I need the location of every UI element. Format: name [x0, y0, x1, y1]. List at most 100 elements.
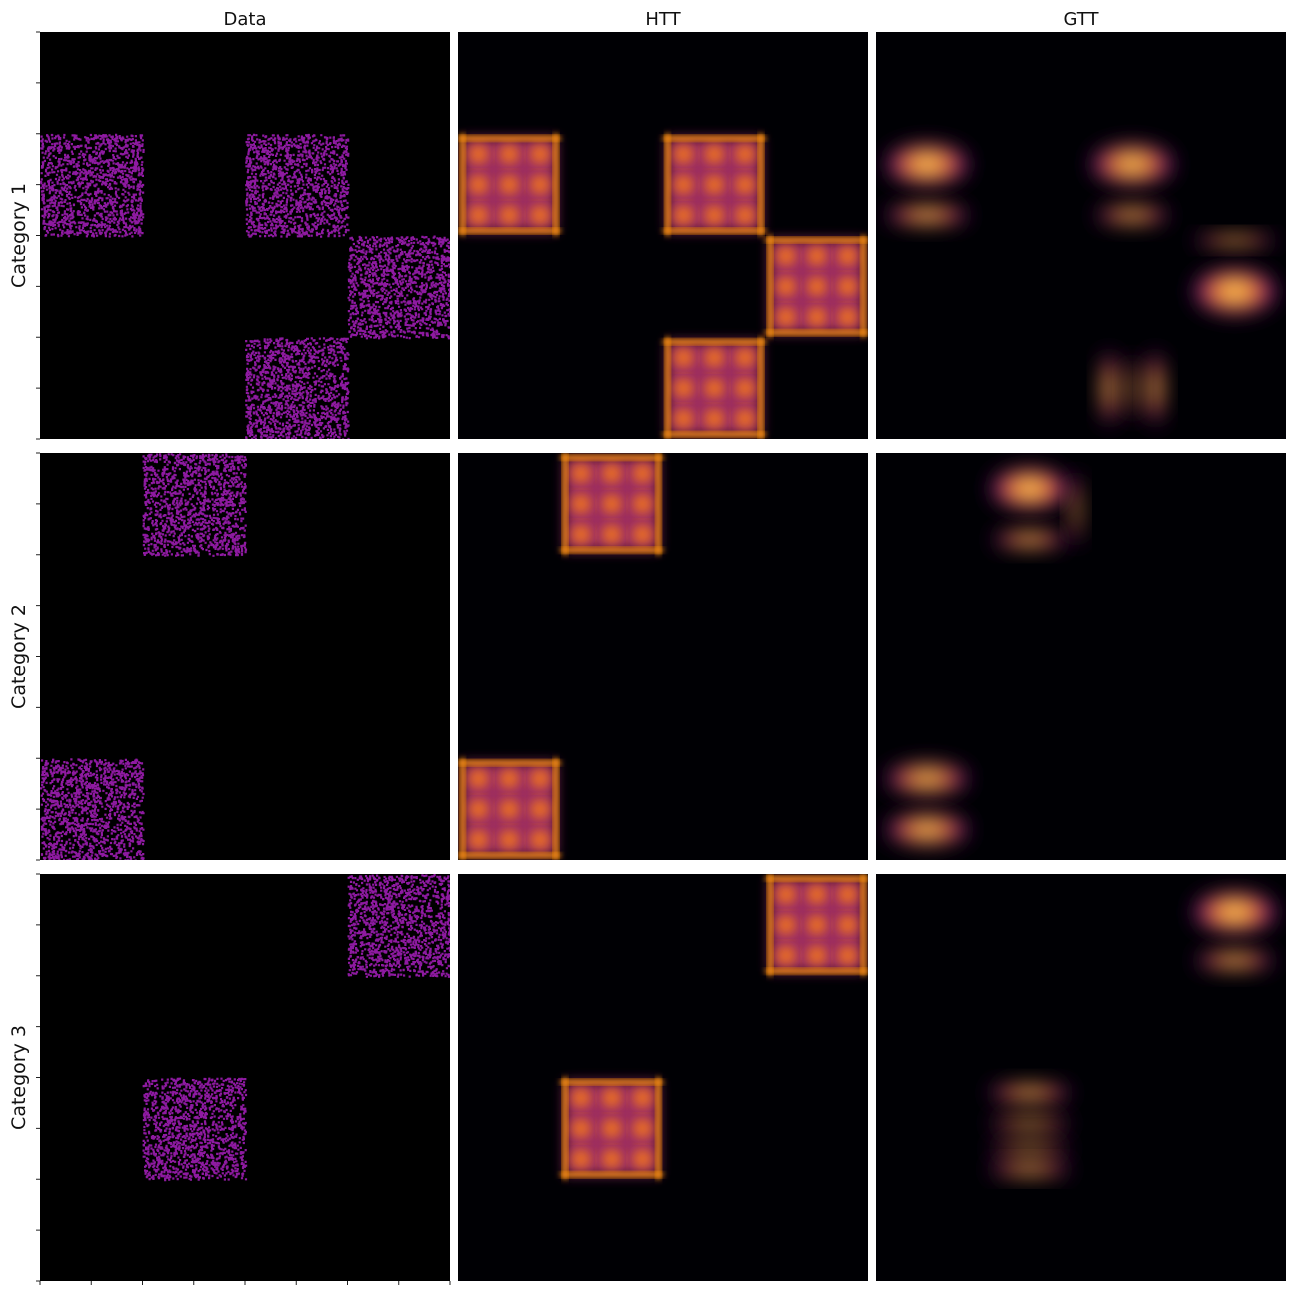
data-panel: [36, 873, 451, 1285]
density-edge: [663, 432, 766, 437]
scatter-points: [245, 133, 350, 238]
density-spot: [806, 945, 827, 966]
density-block: [765, 235, 868, 338]
density-edge: [758, 133, 764, 236]
density-spot: [806, 245, 827, 267]
column-title: GTT: [1064, 9, 1100, 30]
density-spot: [775, 945, 797, 966]
density-spot: [734, 204, 756, 226]
density-edge: [458, 135, 561, 141]
gtt-panel: [876, 453, 1286, 860]
density-spot: [837, 914, 858, 936]
scatter-points: [347, 235, 450, 340]
density-edge: [553, 133, 559, 236]
density-edge: [665, 337, 670, 439]
density-edge: [765, 876, 868, 881]
density-edge: [765, 330, 868, 336]
density-spot: [601, 493, 622, 515]
density-spot: [468, 829, 489, 850]
gtt-panel: [876, 32, 1286, 439]
density-edge: [460, 133, 465, 236]
density-spot: [601, 1148, 622, 1170]
density-spot: [632, 493, 653, 515]
row-title: Category 3: [8, 1025, 30, 1130]
density-spot: [529, 829, 551, 850]
density-spot: [570, 524, 592, 545]
axis-ticks: [36, 452, 40, 861]
gaussian-blob: [1188, 889, 1281, 936]
density-spot: [775, 276, 797, 297]
density-edge: [656, 1077, 661, 1180]
density-spot: [734, 347, 756, 368]
density-edge: [562, 1077, 568, 1180]
density-spot: [837, 945, 858, 966]
htt-panel: [458, 453, 868, 860]
density-edge: [553, 758, 559, 860]
row-title: Category 1: [8, 183, 30, 288]
scatter-points: [40, 758, 145, 860]
column-title: Data: [224, 9, 267, 30]
gaussian-blob: [983, 1161, 1076, 1177]
axis-ticks: [36, 873, 451, 1285]
density-spot: [704, 408, 725, 429]
panel-background: [40, 874, 450, 1281]
density-spot: [499, 174, 520, 195]
panel-background: [876, 874, 1286, 1281]
density-spot: [632, 1087, 653, 1109]
density-edge: [663, 135, 766, 141]
gaussian-blob: [1146, 347, 1165, 429]
density-edge: [861, 235, 866, 338]
htt-panel: [458, 874, 868, 1281]
density-edge: [458, 853, 561, 858]
density-edge: [458, 228, 561, 234]
density-spot: [704, 143, 725, 165]
density-spot: [499, 768, 520, 789]
gaussian-blob: [1086, 141, 1179, 188]
density-edge: [665, 133, 670, 236]
density-spot: [673, 204, 694, 226]
scatter-points: [40, 133, 145, 238]
density-edge: [663, 228, 766, 234]
gaussian-blob: [881, 811, 974, 848]
density-spot: [601, 463, 622, 484]
scatter-points: [142, 453, 248, 557]
scatter-points: [245, 337, 350, 439]
density-spot: [734, 174, 756, 195]
panel-grid: [36, 31, 1286, 1285]
panel-background: [458, 32, 868, 439]
data-panel: [36, 31, 450, 440]
density-block: [560, 1077, 663, 1180]
density-spot: [837, 276, 858, 297]
scatter-block: [245, 133, 350, 238]
density-edge: [765, 237, 868, 243]
gaussian-blob: [983, 1113, 1076, 1134]
density-edge: [765, 968, 868, 974]
gaussian-blob: [1191, 950, 1279, 971]
gaussian-blob: [1069, 468, 1083, 550]
density-spot: [673, 377, 694, 399]
density-edge: [460, 758, 465, 860]
density-spot: [734, 143, 756, 165]
density-spot: [601, 1087, 622, 1109]
density-spot: [632, 524, 653, 545]
density-spot: [632, 463, 653, 484]
density-edge: [861, 874, 866, 976]
density-spot: [570, 1148, 592, 1170]
axis-ticks: [36, 31, 40, 440]
row-title: Category 2: [8, 604, 30, 709]
density-edge: [562, 453, 568, 555]
density-spot: [570, 493, 592, 515]
scatter-block: [245, 337, 350, 439]
scatter-block: [347, 235, 450, 340]
density-spot: [529, 768, 551, 789]
panel-background: [40, 453, 450, 860]
density-block: [663, 337, 766, 439]
scatter-block: [40, 758, 145, 860]
gaussian-blob: [1100, 347, 1118, 429]
density-spot: [499, 143, 520, 165]
density-edge: [656, 453, 661, 555]
density-block: [765, 874, 868, 976]
panel-background: [40, 32, 450, 439]
gaussian-blob: [881, 204, 974, 226]
density-block: [560, 453, 663, 555]
